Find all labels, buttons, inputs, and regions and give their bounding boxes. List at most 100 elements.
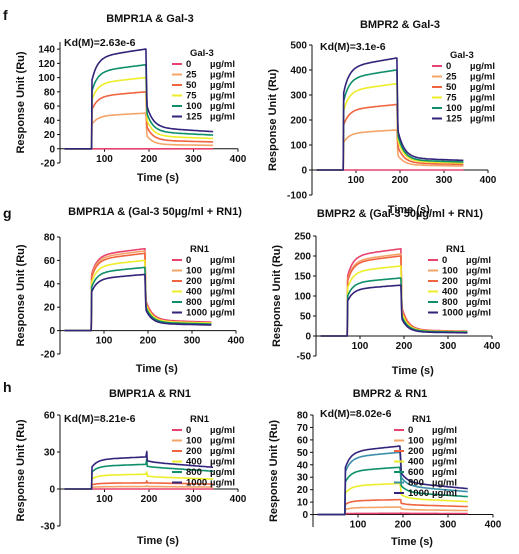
x-tick-label: 400 [485,520,502,531]
x-tick-label: 200 [141,494,158,505]
series-line-800 [317,451,468,516]
legend-unit: µg/ml [470,93,495,104]
legend-label: 0 [186,59,191,70]
y-tick-label: 500 [290,41,307,52]
legend-unit: µg/ml [432,425,457,436]
y-tick-label: -50 [297,352,312,363]
legend-unit: µg/ml [210,297,235,308]
y-tick-label: 40 [297,460,309,471]
y-tick-label: -30 [41,522,56,533]
legend-unit: µg/ml [470,103,495,114]
legend-unit: µg/ml [432,446,457,457]
y-tick-label: 50 [300,312,312,323]
x-tick-label: 100 [96,336,113,347]
legend-unit: µg/ml [210,425,235,436]
series-line-75 [316,83,464,171]
y-tick-label: 10 [297,498,309,509]
legend-unit: µg/ml [210,70,235,81]
legend-unit: µg/ml [210,467,235,478]
panel-letter-f: f [3,7,8,23]
kd-annotation: Kd(M)=8.21e-6 [64,413,136,425]
legend-label: 50 [186,80,197,91]
y-tick-label: 0 [302,510,308,521]
y-tick-label: 80 [44,87,56,98]
x-tick-label: 100 [96,494,113,505]
legend-label: 800 [186,467,202,478]
legend-title: Gal-3 [190,48,214,59]
y-tick-label: 60 [44,411,56,422]
legend-label: 1000 [408,488,429,499]
legend-label: 25 [446,72,457,83]
legend-label: 75 [186,91,197,102]
x-axis-title: Time (s) [388,204,430,216]
y-tick-label: 120 [38,59,55,70]
series-line-50 [316,103,464,171]
y-tick-label: 60 [297,435,309,446]
legend-unit: µg/ml [210,59,235,70]
y-axis-title: Response Unit (Ru) [267,69,279,171]
legend-unit: µg/ml [432,478,457,489]
kd-annotation: Kd(M)=2.63e-6 [64,37,136,49]
series-line-200 [317,498,468,516]
series-line-25 [64,112,214,150]
series-line-200 [64,480,214,490]
legend-label: 75 [446,93,457,104]
series-line-50 [64,91,214,150]
x-tick-label: 400 [230,154,247,165]
x-tick-label: 100 [352,341,369,352]
y-tick-label: 140 [38,45,55,56]
series-line-600 [317,466,468,516]
x-tick-label: 400 [484,341,501,352]
legend-label: 100 [408,436,424,447]
x-axis-title: Time (s) [136,363,178,375]
y-axis-title: Response Unit (Ru) [268,420,280,522]
x-tick-label: 400 [480,175,497,186]
legend-label: 400 [186,457,202,468]
series-line-125 [316,57,464,171]
x-tick-label: 200 [396,341,413,352]
chart-title: BMPR1A & (Gal-3 50µg/ml + RN1) [68,206,242,218]
series-line-100 [64,484,214,490]
legend-unit: µg/ml [466,266,491,277]
series-line-400 [64,471,214,490]
y-tick-label: 80 [44,233,56,244]
y-tick-label: 60 [44,256,56,267]
legend-label: 200 [408,446,424,457]
legend-unit: µg/ml [210,446,235,457]
y-tick-label: 20 [44,130,56,141]
y-tick-label: 200 [290,116,307,127]
y-axis-title: Response Unit (Ru) [271,245,283,347]
x-tick-label: 300 [440,520,457,531]
y-tick-label: 0 [301,166,307,177]
x-tick-label: 100 [96,154,113,165]
y-tick-label: -100 [287,191,307,202]
legend-label: 0 [186,425,191,436]
series-line-100 [317,506,468,516]
chart-title: BMPR1A & Gal-3 [106,13,194,25]
y-tick-label: -20 [41,350,56,361]
legend-title: RN1 [412,414,432,425]
legend-label: 0 [186,255,191,266]
y-axis-title: Response Unit (Ru) [15,51,27,153]
x-tick-label: 400 [230,494,247,505]
legend-label: 200 [186,446,202,457]
y-tick-label: -20 [41,159,56,170]
legend-unit: µg/ml [210,101,235,112]
legend-label: 600 [408,467,424,478]
y-tick-label: 60 [44,102,56,113]
x-tick-label: 300 [184,336,201,347]
legend-unit: µg/ml [466,255,491,266]
y-tick-label: 0 [49,144,55,155]
chart-title: BMPR2 & RN1 [353,388,428,400]
legend-unit: µg/ml [470,82,495,93]
legend-unit: µg/ml [470,114,495,125]
y-tick-label: 80 [297,411,309,422]
kd-annotation: Kd(M)=3.1e-6 [320,41,386,53]
x-axis-title: Time (s) [392,365,434,377]
legend-unit: µg/ml [210,478,235,489]
